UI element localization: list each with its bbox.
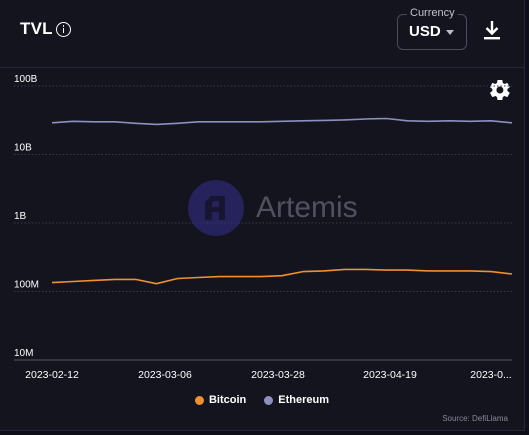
source-note: Source: DefiLlama	[442, 414, 508, 423]
ethereum-dot-icon	[264, 395, 274, 405]
series-line-bitcoin	[51, 268, 513, 285]
gear-icon[interactable]	[488, 78, 512, 102]
download-icon[interactable]	[481, 18, 503, 42]
currency-label: Currency	[407, 7, 458, 19]
x-tick-label: 2023-04-19	[363, 369, 417, 381]
watermark-text: Artemis	[256, 191, 358, 224]
series-lines	[51, 117, 513, 285]
x-tick-label: 2023-02-12	[25, 369, 79, 381]
y-tick-label: 1B	[14, 211, 27, 222]
bitcoin-dot-icon	[194, 395, 204, 405]
gridlines	[14, 85, 512, 361]
x-tick-label: 2023-03-28	[251, 369, 305, 381]
series-line-ethereum	[51, 117, 513, 126]
info-icon[interactable]	[56, 22, 71, 37]
header-divider	[0, 67, 524, 68]
y-tick-label: 10M	[14, 348, 33, 359]
currency-value: USD	[409, 23, 441, 40]
legend-item-bitcoin[interactable]: Bitcoin	[194, 394, 247, 406]
chevron-down-icon	[446, 30, 454, 35]
legend: Bitcoin Ethereum	[0, 394, 524, 406]
artemis-logo	[188, 180, 244, 236]
page-title: TVL	[20, 19, 53, 38]
x-tick-label: 2023-03-06	[138, 369, 192, 381]
watermark: Artemis	[188, 180, 358, 236]
y-axis: 100B 10B 1B 100M 10M	[14, 74, 39, 359]
x-tick-label: 2023-0...	[470, 369, 511, 381]
legend-label: Ethereum	[278, 394, 330, 406]
y-tick-label: 10B	[14, 143, 32, 154]
x-axis: 2023-02-12 2023-03-06 2023-03-28 2023-04-19…	[25, 369, 512, 381]
legend-label: Bitcoin	[208, 394, 247, 406]
y-tick-label: 100M	[14, 280, 39, 291]
legend-item-ethereum[interactable]: Ethereum	[264, 394, 329, 406]
currency-select[interactable]: Currency USD	[397, 7, 467, 50]
y-tick-label: 100B	[14, 74, 38, 85]
